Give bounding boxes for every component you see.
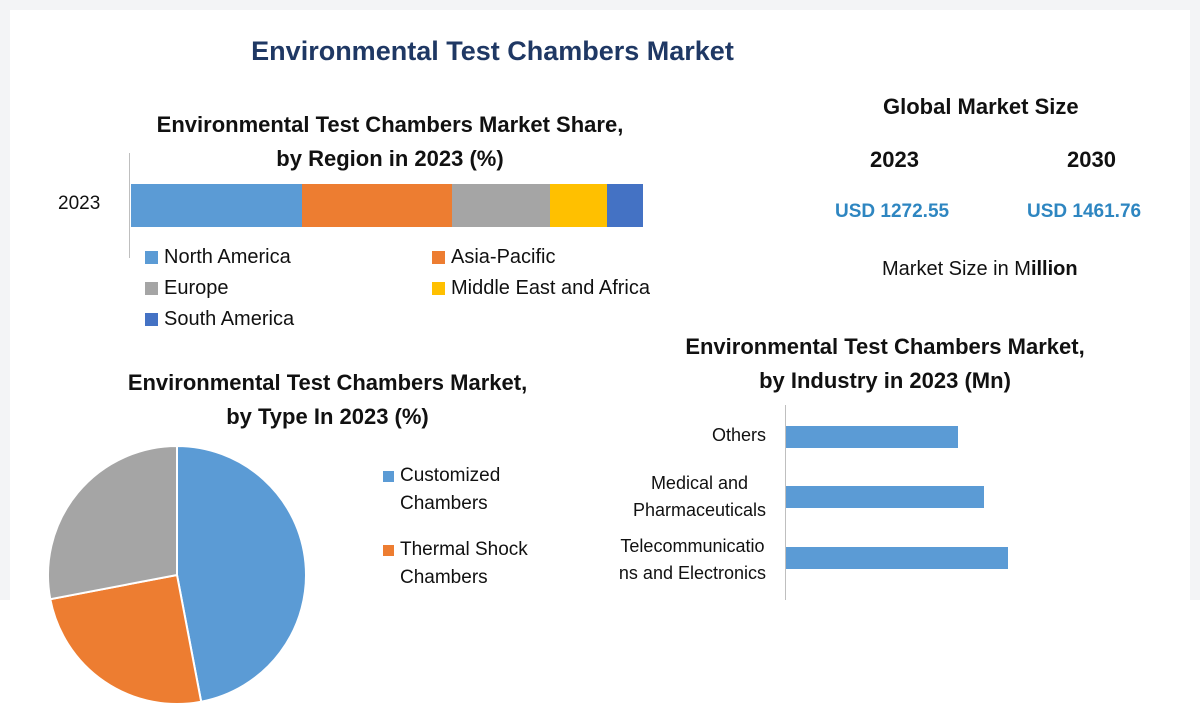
region-chart-title-line1: Environmental Test Chambers Market Share… xyxy=(156,112,624,137)
industry-category-label: Others xyxy=(711,425,766,445)
region-legend-label: Europe xyxy=(164,277,229,299)
region-legend-swatch xyxy=(432,251,445,264)
global-market-size-title: Global Market Size xyxy=(883,94,1079,119)
market-size-unit: Market Size in Million xyxy=(882,258,1078,281)
region-legend-item: South America xyxy=(145,308,294,331)
region-category-label: 2023 xyxy=(58,193,101,214)
region-stacked-bar xyxy=(131,184,643,227)
global-market-value-2023: USD 1272.55 xyxy=(835,201,950,222)
type-chart-title: Environmental Test Chambers Market, by T… xyxy=(85,366,570,434)
region-legend-swatch xyxy=(145,251,158,264)
region-chart-axis xyxy=(129,153,130,258)
industry-bar xyxy=(786,486,984,508)
pie-legend-label-line1: Thermal Shock xyxy=(400,539,528,560)
industry-category-label: Medical and Pharmaceuticals xyxy=(632,473,766,520)
pie-legend-label-line2: Chambers xyxy=(400,567,488,588)
global-market-year-2030: 2030 xyxy=(1067,147,1116,172)
region-legend-item: Europe xyxy=(145,277,229,300)
pie-legend-swatch xyxy=(383,545,394,556)
frame-right xyxy=(1190,0,1200,600)
region-legend-swatch xyxy=(145,282,158,295)
type-pie-chart xyxy=(47,444,307,705)
type-chart-title-line1: Environmental Test Chambers Market, xyxy=(127,370,528,395)
main-title: Environmental Test Chambers Market xyxy=(251,36,734,66)
region-legend-label: Asia-Pacific xyxy=(451,246,556,268)
industry-chart-title: Environmental Test Chambers Market, by I… xyxy=(640,330,1130,398)
industry-chart-axis xyxy=(785,405,786,600)
region-bar-segment-south-america xyxy=(606,184,643,227)
region-bar-segment-north-america xyxy=(131,184,302,227)
type-chart-title-line2: by Type In 2023 (%) xyxy=(226,404,429,429)
pie-legend-item: Thermal Shock Chambers xyxy=(383,536,528,592)
region-legend-label: Middle East and Africa xyxy=(451,277,650,299)
region-legend-swatch xyxy=(432,282,445,295)
region-legend-item: North America xyxy=(145,246,291,269)
industry-category-label: Telecommunicatio ns and Electronics xyxy=(618,536,766,583)
industry-bar xyxy=(786,547,1008,569)
region-legend-item: Asia-Pacific xyxy=(432,246,555,269)
pie-legend-swatch xyxy=(383,471,394,482)
pie-legend-label-line1: Customized xyxy=(400,465,501,486)
market-size-unit-suffix: illion xyxy=(1030,258,1078,280)
region-legend-swatch xyxy=(145,313,158,326)
pie-legend-label: Customized Chambers xyxy=(400,462,500,518)
industry-chart-title-line1: Environmental Test Chambers Market, xyxy=(685,334,1085,359)
region-bar-segment-europe xyxy=(451,184,550,227)
pie-legend-label-line2: Chambers xyxy=(400,493,488,514)
region-legend-label: South America xyxy=(164,308,295,330)
region-legend-item: Middle East and Africa xyxy=(432,277,650,300)
industry-chart-title-line2: by Industry in 2023 (Mn) xyxy=(759,368,1011,393)
market-size-unit-prefix: Market Size in M xyxy=(882,258,1031,280)
global-market-value-2030: USD 1461.76 xyxy=(1027,201,1142,222)
pie-slice-2 xyxy=(47,444,178,601)
region-chart-title: Environmental Test Chambers Market Share… xyxy=(90,108,690,176)
frame-left xyxy=(0,0,10,600)
pie-legend-item: Customized Chambers xyxy=(383,462,500,518)
industry-bar xyxy=(786,426,958,448)
region-bar-segment-middle-east-and-africa xyxy=(549,184,607,227)
region-chart-title-line2: by Region in 2023 (%) xyxy=(276,146,504,171)
global-market-year-2023: 2023 xyxy=(870,147,919,172)
pie-legend-label: Thermal Shock Chambers xyxy=(400,536,528,592)
frame-top xyxy=(0,0,1200,10)
region-bar-segment-asia-pacific xyxy=(301,184,452,227)
region-legend-label: North America xyxy=(164,246,291,268)
pie-slice-0 xyxy=(176,444,307,703)
